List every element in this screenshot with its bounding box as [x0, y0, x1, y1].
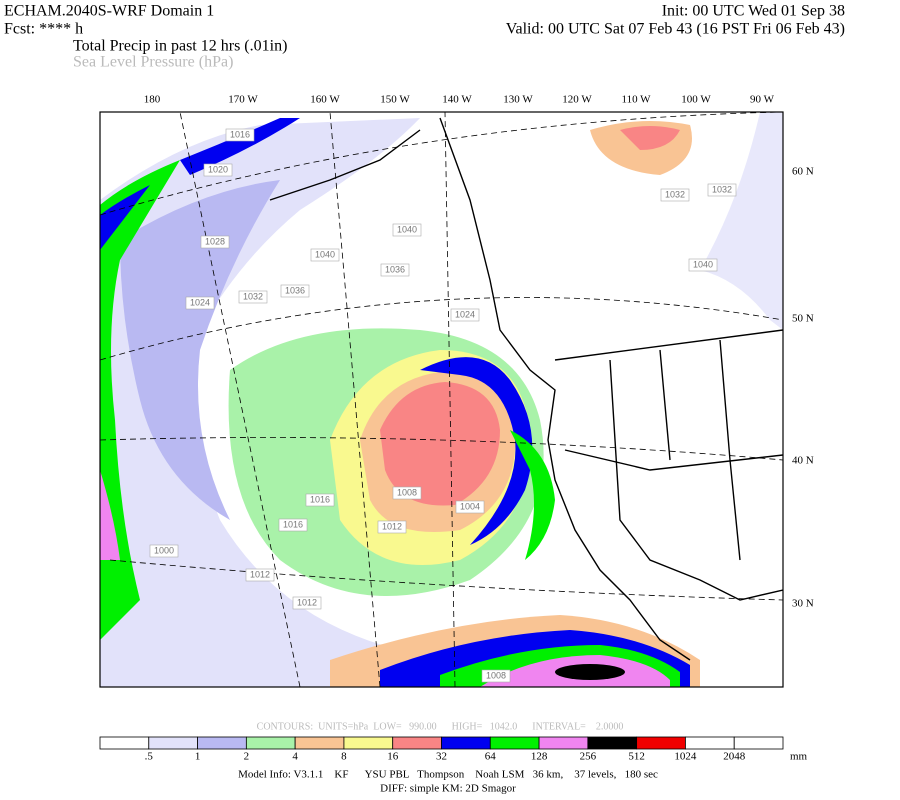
lon-label: 140 W [442, 94, 472, 106]
map-frame [99, 111, 784, 688]
model-info: Model Info: V3.1.1 KF YSU PBL Thompson N… [238, 769, 658, 781]
colorbar: .5 1 2 4 8 16 32 64 128 256 512 1024 2048 [99, 736, 784, 763]
colorbar-label: 4 [292, 751, 298, 763]
contour-label-box [200, 235, 230, 249]
map: 180 170 W 160 W 150 W 140 W 130 W 120 W 110 W 10… [99, 94, 814, 688]
contour-label-box [245, 568, 275, 582]
model-diff: DIFF: simple KM: 2D Smagor [380, 783, 516, 795]
forecast-hour: Fcst: **** h [4, 21, 83, 38]
contour-label: 1012 [250, 569, 270, 579]
contour-label: 1012 [297, 597, 317, 607]
contour-label-box [278, 518, 308, 532]
contour-label: 1016 [230, 129, 250, 139]
colorbar-swatch [587, 736, 638, 750]
colorbar-swatch [392, 736, 442, 750]
lon-label: 150 W [380, 94, 410, 106]
lon-label: 100 W [681, 94, 711, 106]
contour-label: 1020 [208, 164, 228, 174]
contour-label-box [450, 308, 480, 322]
title: ECHAM.2040S-WRF Domain 1 [4, 3, 214, 20]
contour-label: 1008 [397, 487, 417, 497]
contour-label-box [185, 296, 215, 310]
contour-label: 1036 [385, 264, 405, 274]
lon-label: 120 W [562, 94, 592, 106]
colorbar-label: 32 [436, 751, 447, 763]
colorbar-label: 1 [195, 751, 201, 763]
contour-label-box [149, 544, 179, 558]
colorbar-label: 16 [387, 751, 399, 763]
colorbar-label: 128 [531, 751, 548, 763]
colorbar-unit: mm [790, 751, 808, 763]
colorbar-swatch [294, 736, 345, 750]
contour-label: 1024 [190, 297, 210, 307]
lon-label: 110 W [621, 94, 651, 106]
contour-label: 1032 [712, 184, 732, 194]
contour-label: 1032 [243, 291, 263, 301]
colorbar-label: 256 [580, 751, 597, 763]
contour-label-box [688, 258, 718, 272]
colorbar-swatch [538, 736, 589, 750]
lon-label: 160 W [310, 94, 340, 106]
colorbar-label: 2048 [723, 751, 746, 763]
colorbar-label: 512 [628, 751, 645, 763]
colorbar-swatch [99, 736, 150, 750]
contour-label-box [707, 183, 737, 197]
contour-info: CONTOURS: UNITS=hPa LOW= 990.00 HIGH= 10… [257, 721, 624, 732]
colorbar-swatch [245, 736, 296, 750]
contour-label: 1024 [455, 309, 475, 319]
contour-label: 1012 [382, 521, 402, 531]
colorbar-swatch [441, 736, 491, 750]
colorbar-label: 64 [485, 751, 497, 763]
colorbar-swatch [343, 736, 394, 750]
contour-label-box [310, 248, 340, 262]
colorbar-swatch [685, 736, 735, 750]
contour-label-box [292, 596, 322, 610]
contour-label: 1028 [205, 236, 225, 246]
contour-label: 1036 [285, 285, 305, 295]
contour-label: 1004 [460, 501, 480, 511]
lon-label: 90 W [750, 94, 775, 106]
contour-label: 1040 [315, 249, 335, 259]
contour-label-box [238, 290, 268, 304]
colorbar-swatch [733, 736, 784, 750]
contour-label-box [481, 669, 511, 683]
lat-label: 50 N [792, 313, 814, 325]
lat-label: 60 N [792, 166, 814, 178]
contour-label-box [305, 493, 335, 507]
colorbar-swatch [148, 736, 198, 750]
colorbar-label: 1024 [674, 751, 697, 763]
contour-label-box [225, 128, 255, 142]
contour-label: 1032 [665, 189, 685, 199]
field-label: Sea Level Pressure (hPa) [73, 54, 233, 71]
lon-label: 170 W [228, 94, 258, 106]
lat-label: 40 N [792, 455, 814, 467]
valid-time: Valid: 00 UTC Sat 07 Feb 43 (16 PST Fri … [506, 21, 845, 38]
contour-label-box [455, 500, 485, 514]
lon-label: 130 W [503, 94, 533, 106]
contour-label: 1008 [486, 670, 506, 680]
colorbar-label: 2 [244, 751, 250, 763]
contour-label-box [380, 263, 410, 277]
colorbar-swatch [636, 736, 686, 750]
contour-label-box [377, 520, 407, 534]
contour-label-box [660, 188, 690, 202]
init-time: Init: 00 UTC Wed 01 Sep 38 [662, 3, 845, 20]
contour-label: 1016 [283, 519, 303, 529]
contour-label: 1016 [310, 494, 330, 504]
lon-label: 180 [144, 94, 161, 106]
field-label: Total Precip in past 12 hrs (.01in) [73, 38, 287, 55]
lat-label: 30 N [792, 598, 814, 610]
contour-label: 1000 [154, 545, 174, 555]
contour-label: 1040 [693, 259, 713, 269]
contour-label-box [392, 223, 422, 237]
contour-label-box [392, 486, 422, 500]
contour-label-box [203, 163, 233, 177]
colorbar-swatch [197, 736, 247, 750]
colorbar-swatch [489, 736, 540, 750]
contour-label-box [280, 284, 310, 298]
colorbar-label: .5 [145, 751, 154, 763]
contour-label: 1040 [397, 224, 417, 234]
colorbar-label: 8 [341, 751, 347, 763]
